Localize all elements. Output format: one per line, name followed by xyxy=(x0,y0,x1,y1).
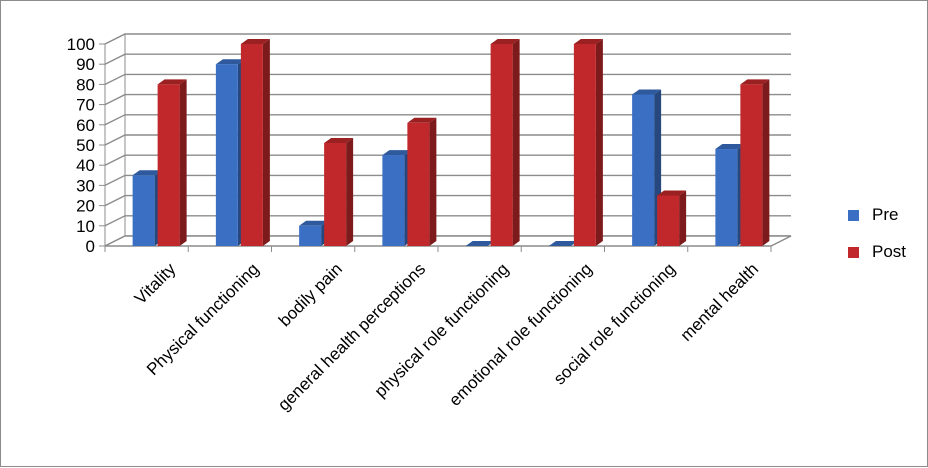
legend-label-post: Post xyxy=(872,242,906,261)
bar-post xyxy=(157,84,180,247)
bar-side xyxy=(512,39,520,246)
x-category-label: bodily pain xyxy=(275,259,346,330)
y-tick-label: 100 xyxy=(67,35,95,54)
bar-top xyxy=(548,241,578,246)
bar-top xyxy=(157,79,187,85)
bar-post xyxy=(407,122,430,246)
y-tick-label: 80 xyxy=(76,75,95,94)
bar-pre xyxy=(299,225,322,246)
bar-top xyxy=(715,144,745,150)
gridline xyxy=(104,134,791,146)
bar-top xyxy=(240,39,270,44)
bar-top xyxy=(299,220,329,226)
bar-side xyxy=(762,79,770,247)
bar-side xyxy=(346,137,354,246)
bar-top xyxy=(632,89,662,95)
x-category-label: general health perceptions xyxy=(274,259,429,414)
y-tick-label: 10 xyxy=(76,217,95,236)
legend-swatch-pre xyxy=(848,210,859,221)
y-tick-label: 20 xyxy=(76,197,95,216)
bar-side xyxy=(429,117,437,246)
legend-swatch-post xyxy=(848,247,859,258)
x-category-label: mental health xyxy=(677,259,763,345)
bar-pre xyxy=(215,64,238,246)
bar-post xyxy=(490,44,513,246)
bar-top xyxy=(740,79,770,85)
y-tick-label: 50 xyxy=(76,136,95,155)
bar-post xyxy=(740,84,763,247)
bars xyxy=(132,39,770,247)
gridline xyxy=(104,114,791,126)
bar-post xyxy=(573,44,596,246)
bar-top xyxy=(324,137,354,143)
bar-side xyxy=(262,39,270,246)
bar-pre xyxy=(632,94,655,246)
bar-pre xyxy=(132,175,155,246)
bar-top xyxy=(490,39,520,44)
gridline xyxy=(104,194,791,207)
floor-plane xyxy=(104,235,792,247)
y-tick-label: 70 xyxy=(76,96,95,115)
gridline xyxy=(104,73,791,86)
bar-side xyxy=(595,39,603,246)
bar-pre xyxy=(382,155,405,246)
gridline xyxy=(104,174,791,187)
bar-post xyxy=(324,142,347,246)
gridline xyxy=(104,215,791,227)
chart-floor xyxy=(104,235,792,247)
bar-post xyxy=(240,44,263,246)
gridline xyxy=(104,53,791,65)
y-tick-label: 0 xyxy=(86,237,95,256)
legend: Pre Post xyxy=(848,205,906,261)
bar-top xyxy=(382,150,412,156)
bar-top xyxy=(657,190,687,196)
bar-top xyxy=(407,117,437,123)
bar-post xyxy=(657,195,680,246)
bar-top xyxy=(573,39,603,44)
bar-pre xyxy=(715,149,738,246)
bar-side xyxy=(179,79,187,247)
x-category-label: Vitality xyxy=(131,259,180,308)
x-category-label: physical role functioning xyxy=(371,259,513,401)
bar-top xyxy=(215,59,245,65)
gridline xyxy=(104,154,791,166)
gridline xyxy=(104,93,791,106)
gridline xyxy=(104,33,791,45)
x-category-label: emotional role functioning xyxy=(445,259,595,409)
chart-walls xyxy=(104,33,791,247)
bar-top xyxy=(132,170,162,176)
y-tick-label: 60 xyxy=(76,116,95,135)
bar-side xyxy=(679,190,687,246)
y-tick-label: 30 xyxy=(76,176,95,195)
y-tick-label: 90 xyxy=(76,55,95,74)
y-tick-label: 40 xyxy=(76,156,95,175)
bar-top xyxy=(465,241,495,246)
legend-label-pre: Pre xyxy=(872,205,898,224)
